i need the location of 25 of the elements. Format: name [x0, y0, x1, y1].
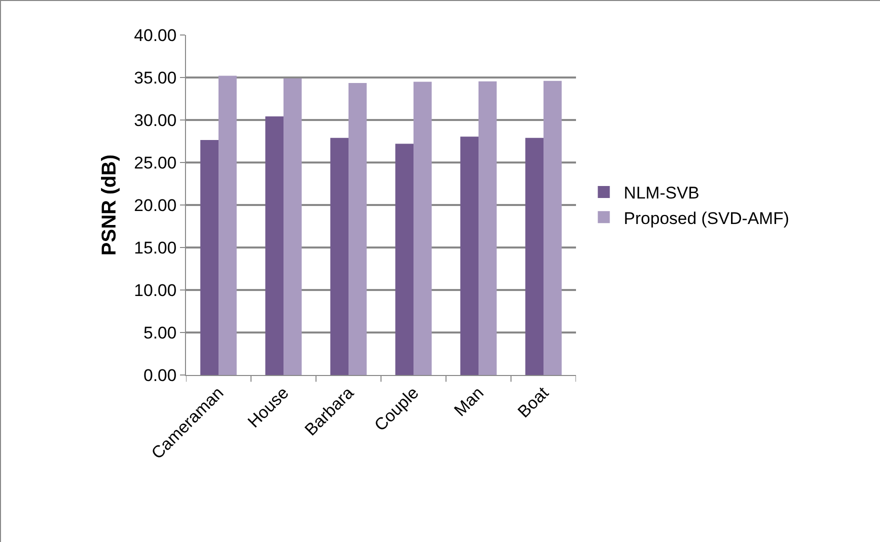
y-axis-title: PSNR (dB) [98, 154, 121, 256]
y-tick-label: 15.00 [134, 238, 177, 258]
y-tick-label: 10.00 [134, 280, 177, 300]
bar [460, 136, 478, 375]
y-tick-label: 40.00 [134, 26, 177, 45]
y-tick-label: 5.00 [144, 323, 177, 342]
bar [284, 78, 302, 375]
bar [218, 76, 237, 375]
bar [414, 82, 432, 375]
bar [525, 138, 544, 375]
legend-label: Proposed (SVD-AMF) [624, 208, 790, 228]
bar [265, 116, 284, 375]
legend-label: NLM-SVB [624, 184, 700, 203]
bar [478, 81, 497, 375]
bar [200, 140, 218, 375]
y-tick-label: 30.00 [134, 110, 177, 130]
y-tick-label: 0.00 [144, 366, 177, 385]
y-tick-label: 20.00 [134, 196, 177, 215]
y-tick-label: 25.00 [134, 153, 177, 172]
y-tick-label: 35.00 [134, 68, 177, 88]
bar [395, 144, 414, 375]
bar [330, 138, 348, 375]
bar [544, 80, 562, 375]
x-tick-label: Man [450, 383, 488, 420]
bar [348, 83, 367, 375]
